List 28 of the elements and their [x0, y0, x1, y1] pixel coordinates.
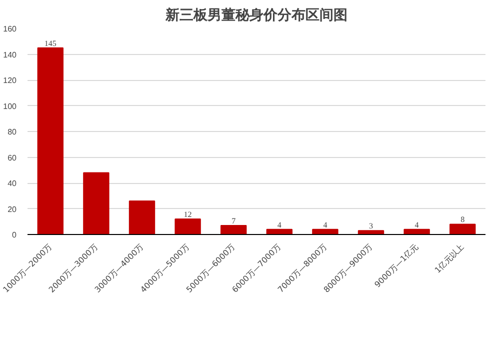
- data-label: 4: [414, 220, 419, 230]
- y-tick-label: 80: [8, 128, 18, 136]
- y-tick-label: 60: [8, 153, 18, 162]
- data-label: 7: [232, 216, 236, 226]
- data-label: 4: [323, 220, 328, 230]
- data-label: 12: [184, 210, 192, 220]
- y-tick-label: 100: [3, 102, 18, 111]
- bar: [174, 218, 201, 234]
- x-tick-label: 1亿元以上: [433, 242, 466, 275]
- bar: [358, 230, 384, 234]
- bar: [37, 47, 64, 234]
- data-label: 145: [44, 38, 56, 48]
- chart-title: 新三板男董秘身价分布区间图: [164, 6, 348, 24]
- y-tick-label: 40: [8, 179, 18, 188]
- data-label: 4: [277, 220, 282, 230]
- bar: [312, 228, 338, 234]
- bar: [83, 172, 110, 234]
- bar: [128, 200, 156, 234]
- y-tick-label: 120: [3, 76, 18, 85]
- y-tick-label: 160: [3, 24, 18, 34]
- data-label: 8: [460, 215, 465, 224]
- bar: [404, 228, 430, 234]
- bar: [450, 224, 476, 234]
- data-label: 3: [369, 222, 373, 231]
- y-tick-label: 0: [12, 230, 18, 240]
- bar: [220, 224, 247, 234]
- y-tick-label: 20: [8, 204, 18, 214]
- y-tick-label: 140: [3, 50, 18, 60]
